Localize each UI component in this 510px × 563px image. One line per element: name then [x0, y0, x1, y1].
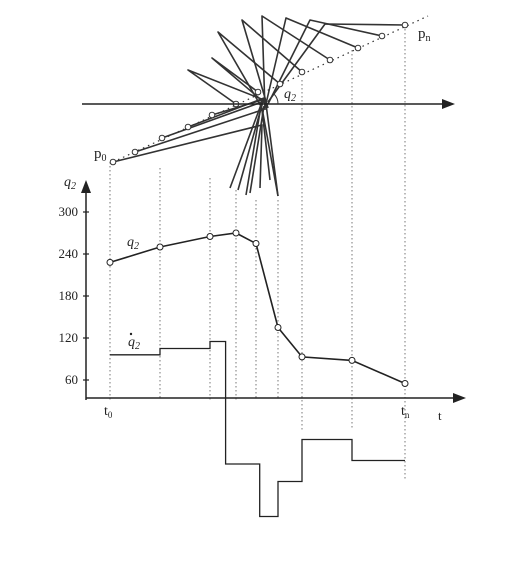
- path-point: [132, 149, 138, 155]
- label-q2-angle: q2: [284, 87, 296, 104]
- q2dot-curve-label: q2: [128, 335, 140, 352]
- y-axis-label: q2: [64, 175, 76, 192]
- label-tn: tn: [401, 404, 410, 420]
- q2-angle-arc: [274, 94, 278, 104]
- path-points: [110, 22, 408, 165]
- y-ticks: 300 240 180 120 60: [59, 204, 90, 387]
- path-point: [277, 81, 283, 87]
- path-point: [299, 69, 305, 75]
- path-point: [327, 57, 333, 63]
- path-point: [110, 159, 116, 165]
- q2-point: [157, 244, 163, 250]
- y-tick-label: 240: [59, 246, 79, 261]
- path-point: [209, 112, 215, 118]
- q2-point: [233, 230, 239, 236]
- y-axis-arrowhead: [81, 180, 91, 193]
- x-axis-arrowhead: [453, 393, 466, 403]
- q2-series-points: [107, 230, 408, 387]
- arm-config: [265, 18, 358, 108]
- q2-point: [402, 381, 408, 387]
- y-tick-label: 300: [59, 204, 79, 219]
- path-point: [255, 89, 261, 95]
- label-p0: p0: [94, 146, 107, 164]
- y-tick-label: 120: [59, 330, 79, 345]
- y-tick-label: 60: [65, 372, 78, 387]
- path-point: [402, 22, 408, 28]
- q2-point: [275, 325, 281, 331]
- q2-point: [253, 241, 259, 247]
- arm-config: [188, 70, 264, 104]
- arm-configurations: [113, 16, 405, 196]
- path-point: [355, 45, 361, 51]
- q2dot-dot-accent: [130, 333, 132, 335]
- q2-curve-label: q2: [127, 235, 139, 252]
- q2-point: [207, 234, 213, 240]
- q2-point: [349, 357, 355, 363]
- arm-link: [262, 108, 278, 196]
- path-point: [159, 135, 165, 141]
- label-t0: t0: [104, 404, 113, 420]
- y-tick-label: 180: [59, 288, 79, 303]
- q2-point: [299, 354, 305, 360]
- base-axis-arrowhead: [442, 99, 455, 109]
- path-point: [185, 124, 191, 130]
- path-point: [379, 33, 385, 39]
- q2dot-series-line: [110, 342, 405, 517]
- x-axis-label: t: [438, 408, 442, 423]
- q2-point: [107, 259, 113, 265]
- label-pn: pn: [418, 26, 431, 44]
- q2-series-line: [110, 233, 405, 384]
- chart-axes: [81, 180, 466, 403]
